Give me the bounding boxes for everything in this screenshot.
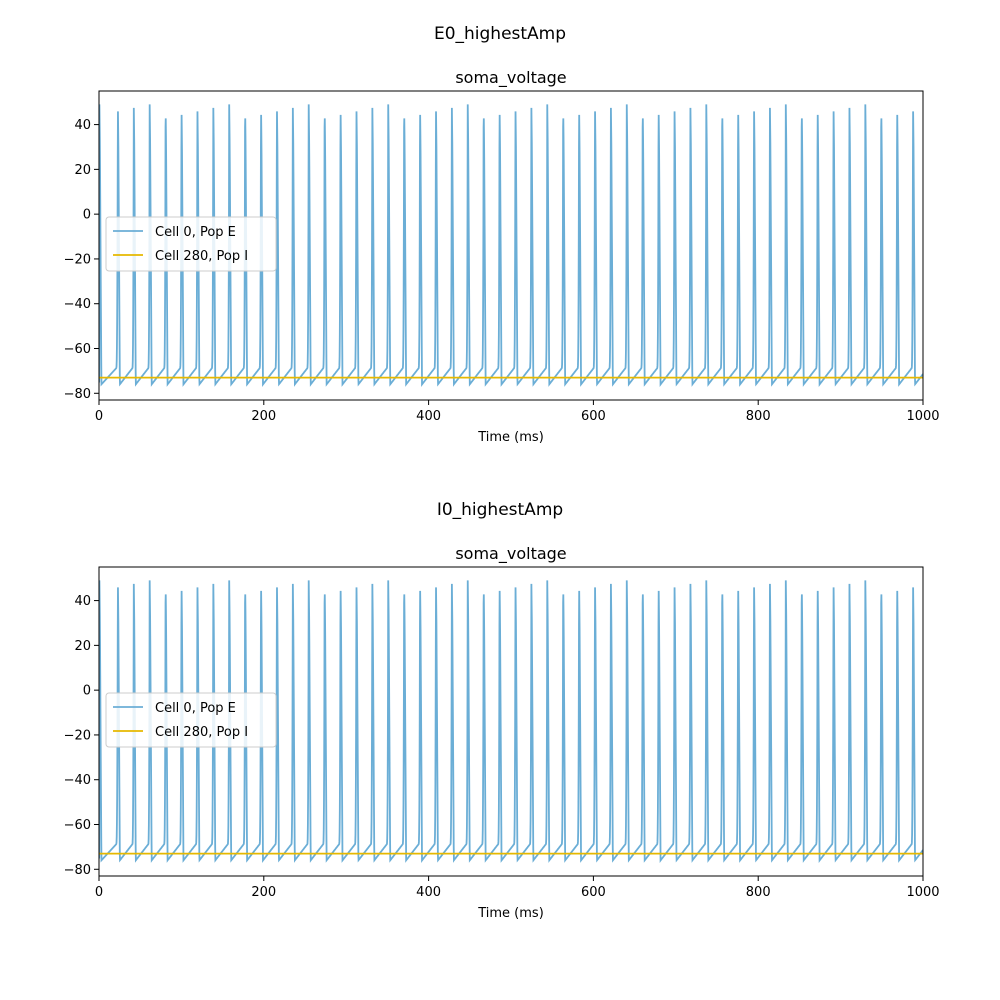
x-tick-label: 400 [416,885,441,900]
legend-label: Cell 0, Pop E [155,225,236,240]
x-tick-label: 600 [581,409,606,424]
legend: Cell 0, Pop E Cell 280, Pop I [105,216,277,272]
y-tick-label: −20 [64,728,91,743]
y-tick-label: 0 [83,684,91,699]
axes-frame [98,90,924,401]
legend-label: Cell 280, Pop I [155,725,248,740]
y-tick-label: −40 [64,297,91,312]
x-tick-label: 200 [251,409,276,424]
y-tick-label: 20 [74,163,91,178]
x-tick-label: 800 [746,885,771,900]
x-tick-label: 600 [581,885,606,900]
y-tick-label: −20 [64,252,91,267]
x-axis-label: Time (ms) [477,906,544,921]
legend-box [105,216,277,272]
y-tick-label: 0 [83,208,91,223]
legend-label: Cell 0, Pop E [155,701,236,716]
x-tick-label: 400 [416,409,441,424]
x-axis-label: Time (ms) [477,430,544,445]
y-tick-label: −80 [64,863,91,878]
y-tick-label: 40 [74,594,91,609]
x-tick-label: 0 [95,885,103,900]
x-tick-label: 1000 [906,885,939,900]
figure-title-e0: E0_highestAmp [433,24,567,44]
y-tick-label: −80 [64,387,91,402]
x-tick-label: 200 [251,885,276,900]
legend: Cell 0, Pop E Cell 280, Pop I [105,692,277,748]
x-tick-label: 1000 [906,409,939,424]
y-tick-label: −40 [64,773,91,788]
y-tick-label: −60 [64,342,91,357]
axes-frame [98,566,924,877]
axes-title: soma_voltage [455,544,566,564]
x-tick-label: 800 [746,409,771,424]
x-tick-label: 0 [95,409,103,424]
legend-box [105,692,277,748]
legend-label: Cell 280, Pop I [155,249,248,264]
y-tick-label: −60 [64,818,91,833]
y-tick-label: 40 [74,118,91,133]
figure-title-i0: I0_highestAmp [436,500,564,520]
axes-title: soma_voltage [455,68,566,88]
y-tick-label: 20 [74,639,91,654]
